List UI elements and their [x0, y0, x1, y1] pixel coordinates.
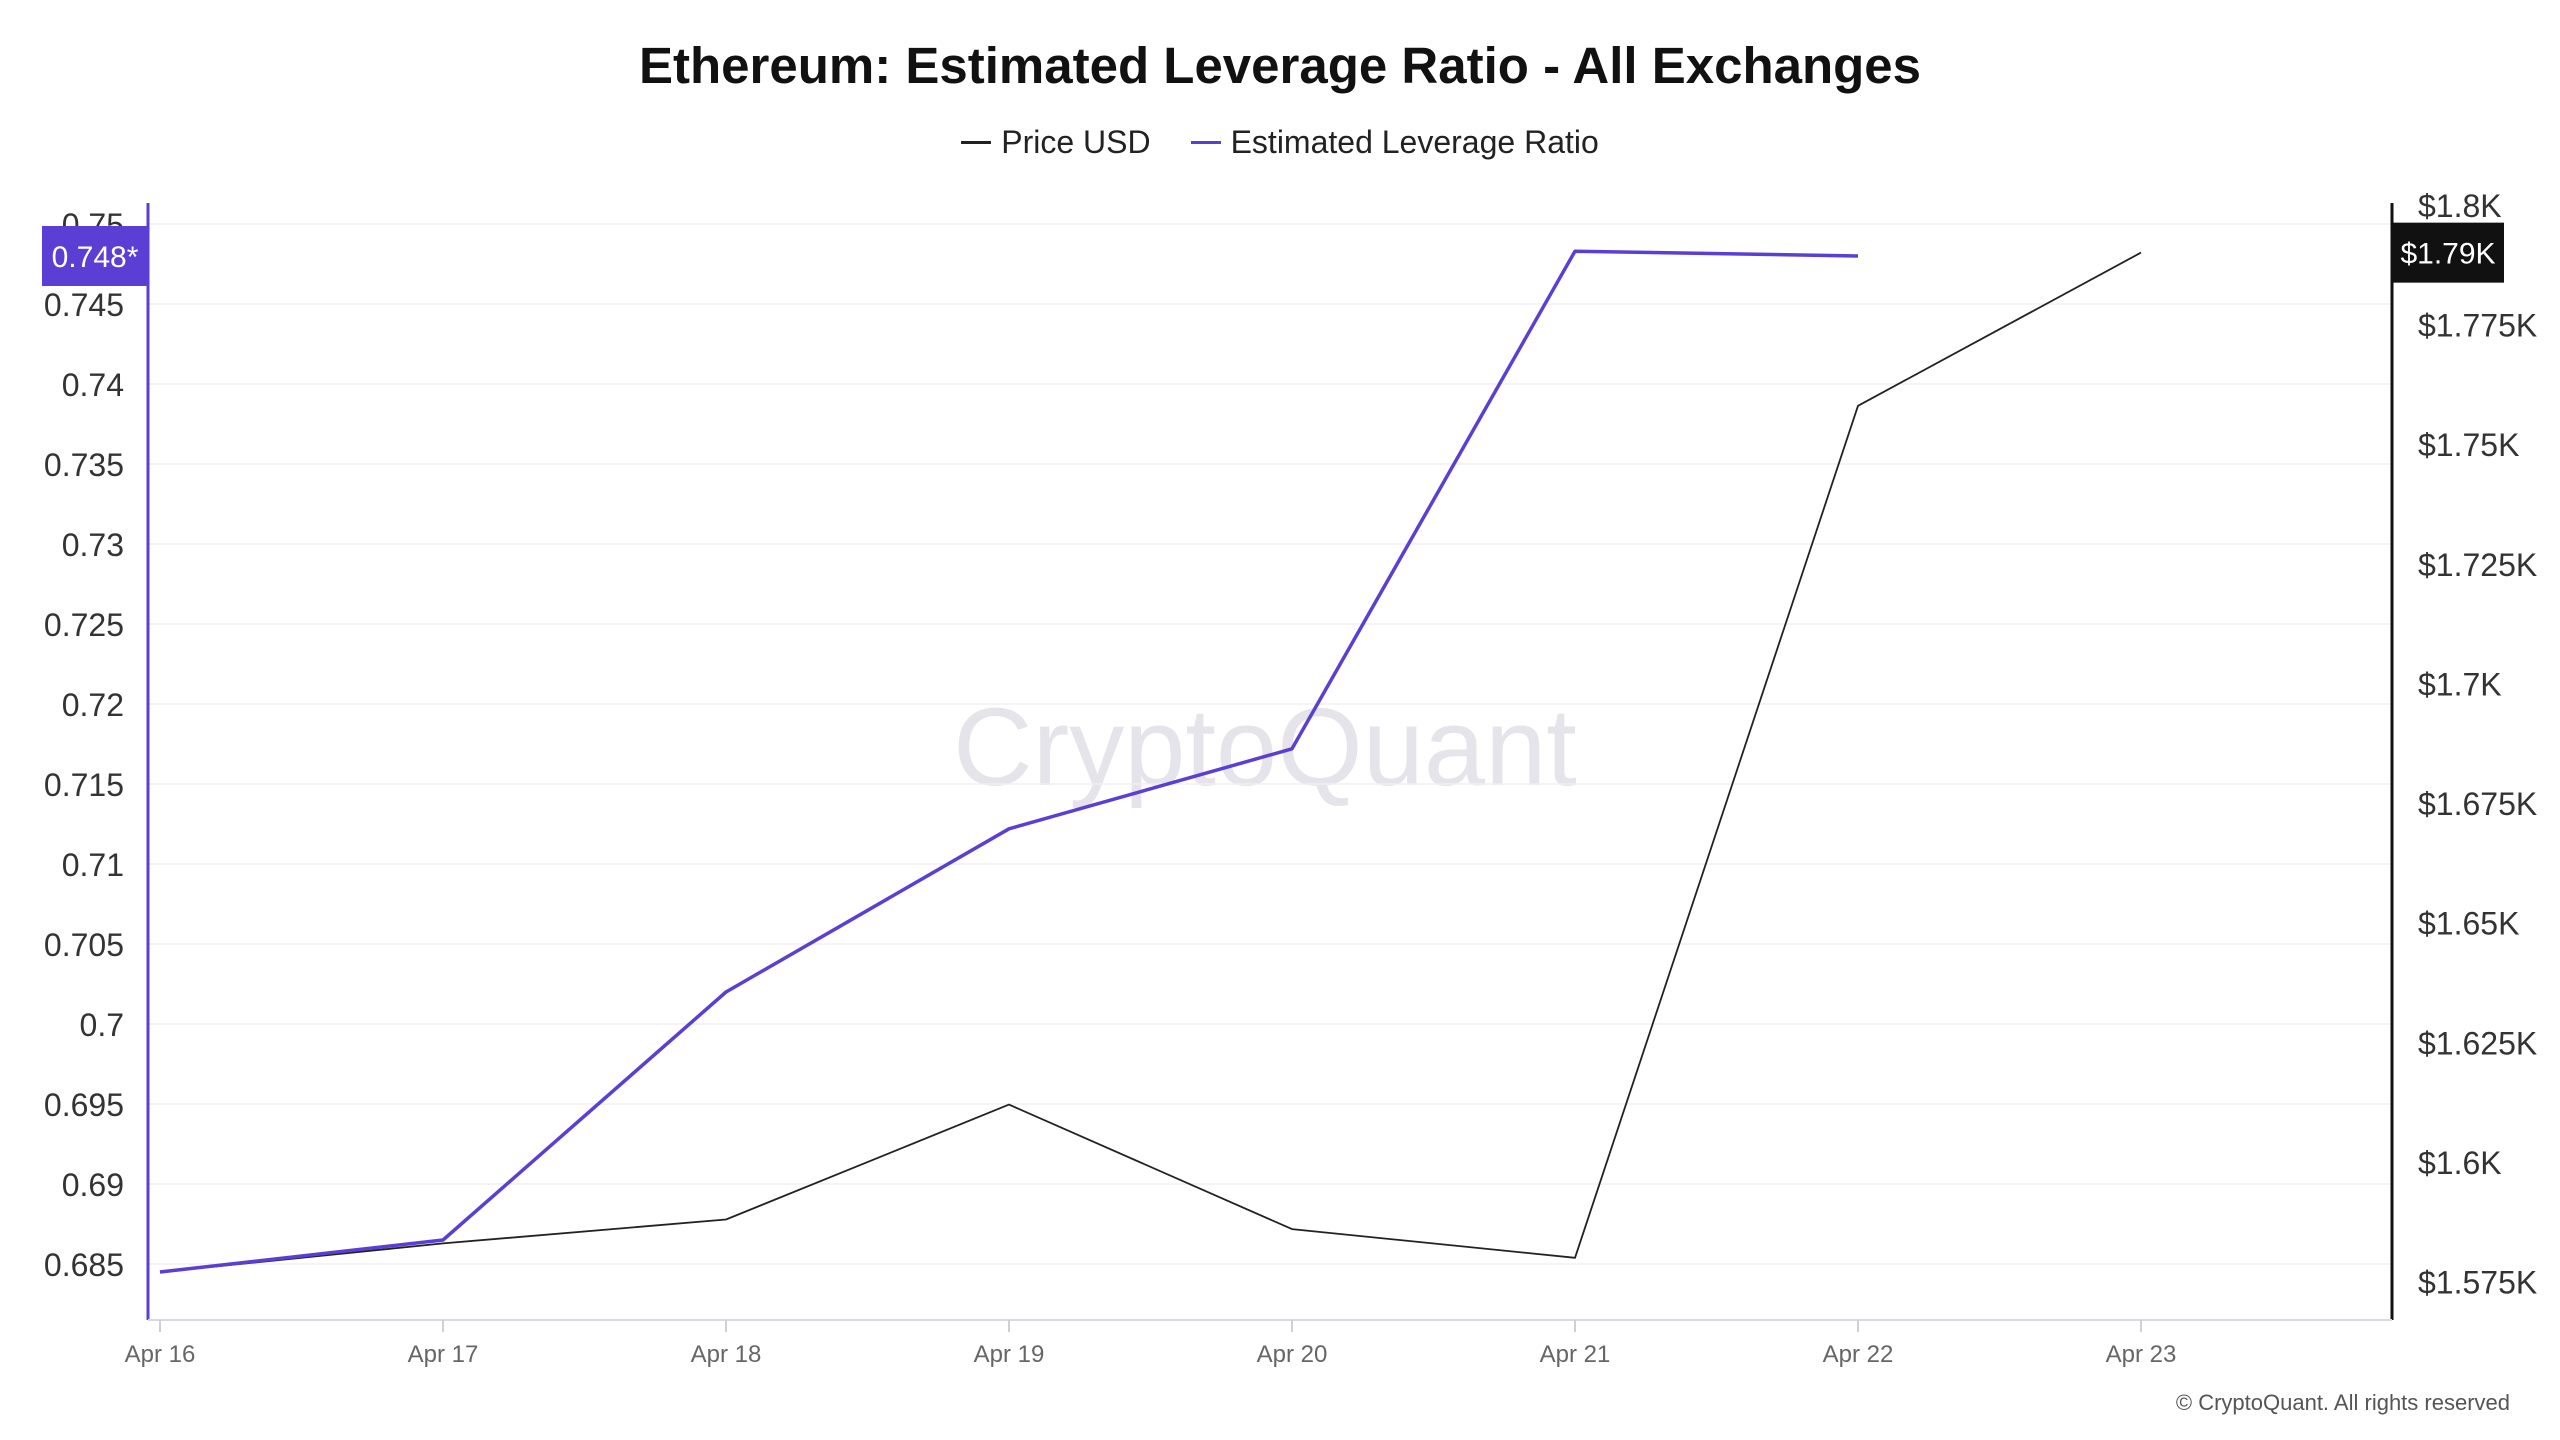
- left-tick-label: 0.72: [62, 687, 124, 723]
- series-line-price-usd: [159, 251, 2142, 1273]
- legend-item-price[interactable]: Price USD: [961, 124, 1151, 161]
- left-tick-label: 0.71: [62, 847, 124, 883]
- left-tick-label: 0.74: [62, 367, 124, 403]
- right-tick-label: $1.675K: [2418, 786, 2537, 822]
- right-current-value-label: $1.79K: [2400, 238, 2495, 271]
- left-tick-label: 0.705: [44, 927, 124, 963]
- right-tick-label: $1.75K: [2418, 427, 2519, 463]
- left-tick-label: 0.73: [62, 527, 124, 563]
- left-current-value-badge: [42, 226, 148, 286]
- x-tick-label: Apr 16: [125, 1341, 196, 1368]
- series-lines: [159, 249, 2142, 1274]
- left-tick-label: 0.69: [62, 1167, 124, 1203]
- x-tick-label: Apr 23: [2106, 1341, 2177, 1368]
- left-tick-label: 0.685: [44, 1247, 124, 1283]
- left-tick-label: 0.695: [44, 1087, 124, 1123]
- grid-lines: [148, 223, 2392, 1265]
- legend-swatch-leverage: [1190, 141, 1221, 144]
- right-tick-label: $1.65K: [2418, 906, 2519, 942]
- left-tick-label: 0.745: [44, 287, 124, 323]
- x-tick-label: Apr 17: [408, 1341, 479, 1368]
- watermark: CryptoQuant: [953, 686, 1577, 809]
- left-current-value-label: 0.748*: [52, 241, 139, 274]
- right-tick-label: $1.575K: [2418, 1265, 2537, 1301]
- right-tick-label: $1.8K: [2418, 188, 2502, 224]
- x-tick-label: Apr 22: [1823, 1341, 1894, 1368]
- right-tick-label: $1.7K: [2418, 666, 2502, 702]
- right-tick-label: $1.6K: [2418, 1145, 2502, 1181]
- left-tick-label: 0.725: [44, 607, 124, 643]
- left-tick-label: 0.7: [80, 1007, 124, 1043]
- right-tick-label: $1.775K: [2418, 307, 2537, 343]
- legend-swatch-price: [961, 141, 992, 144]
- left-tick-label: 0.735: [44, 447, 124, 483]
- left-tick-label: 0.715: [44, 767, 124, 803]
- x-tick-label: Apr 21: [1540, 1341, 1611, 1368]
- legend-label-price: Price USD: [1001, 124, 1151, 160]
- right-tick-label: $1.625K: [2418, 1025, 2537, 1061]
- legend-item-leverage[interactable]: Estimated Leverage Ratio: [1190, 124, 1599, 161]
- x-tick-label: Apr 20: [1257, 1341, 1328, 1368]
- legend-label-leverage: Estimated Leverage Ratio: [1230, 124, 1599, 160]
- axes: [146, 203, 2394, 1332]
- copyright-text: © CryptoQuant. All rights reserved: [2175, 1390, 2510, 1415]
- legend: Price USD Estimated Leverage Ratio: [0, 124, 2560, 161]
- right-tick-label: $1.725K: [2418, 547, 2537, 583]
- x-tick-label: Apr 19: [974, 1341, 1045, 1368]
- axis-labels: 0.685 0.69 0.695 0.7 0.705 0.71 0.715 0.72 0.725…: [42, 188, 2537, 1368]
- x-tick-label: Apr 18: [691, 1341, 762, 1368]
- chart-title: Ethereum: Estimated Leverage Ratio - All…: [639, 37, 1921, 94]
- right-current-value-badge: [2392, 222, 2504, 283]
- series-line-estimated-leverage-ratio: [159, 249, 1859, 1274]
